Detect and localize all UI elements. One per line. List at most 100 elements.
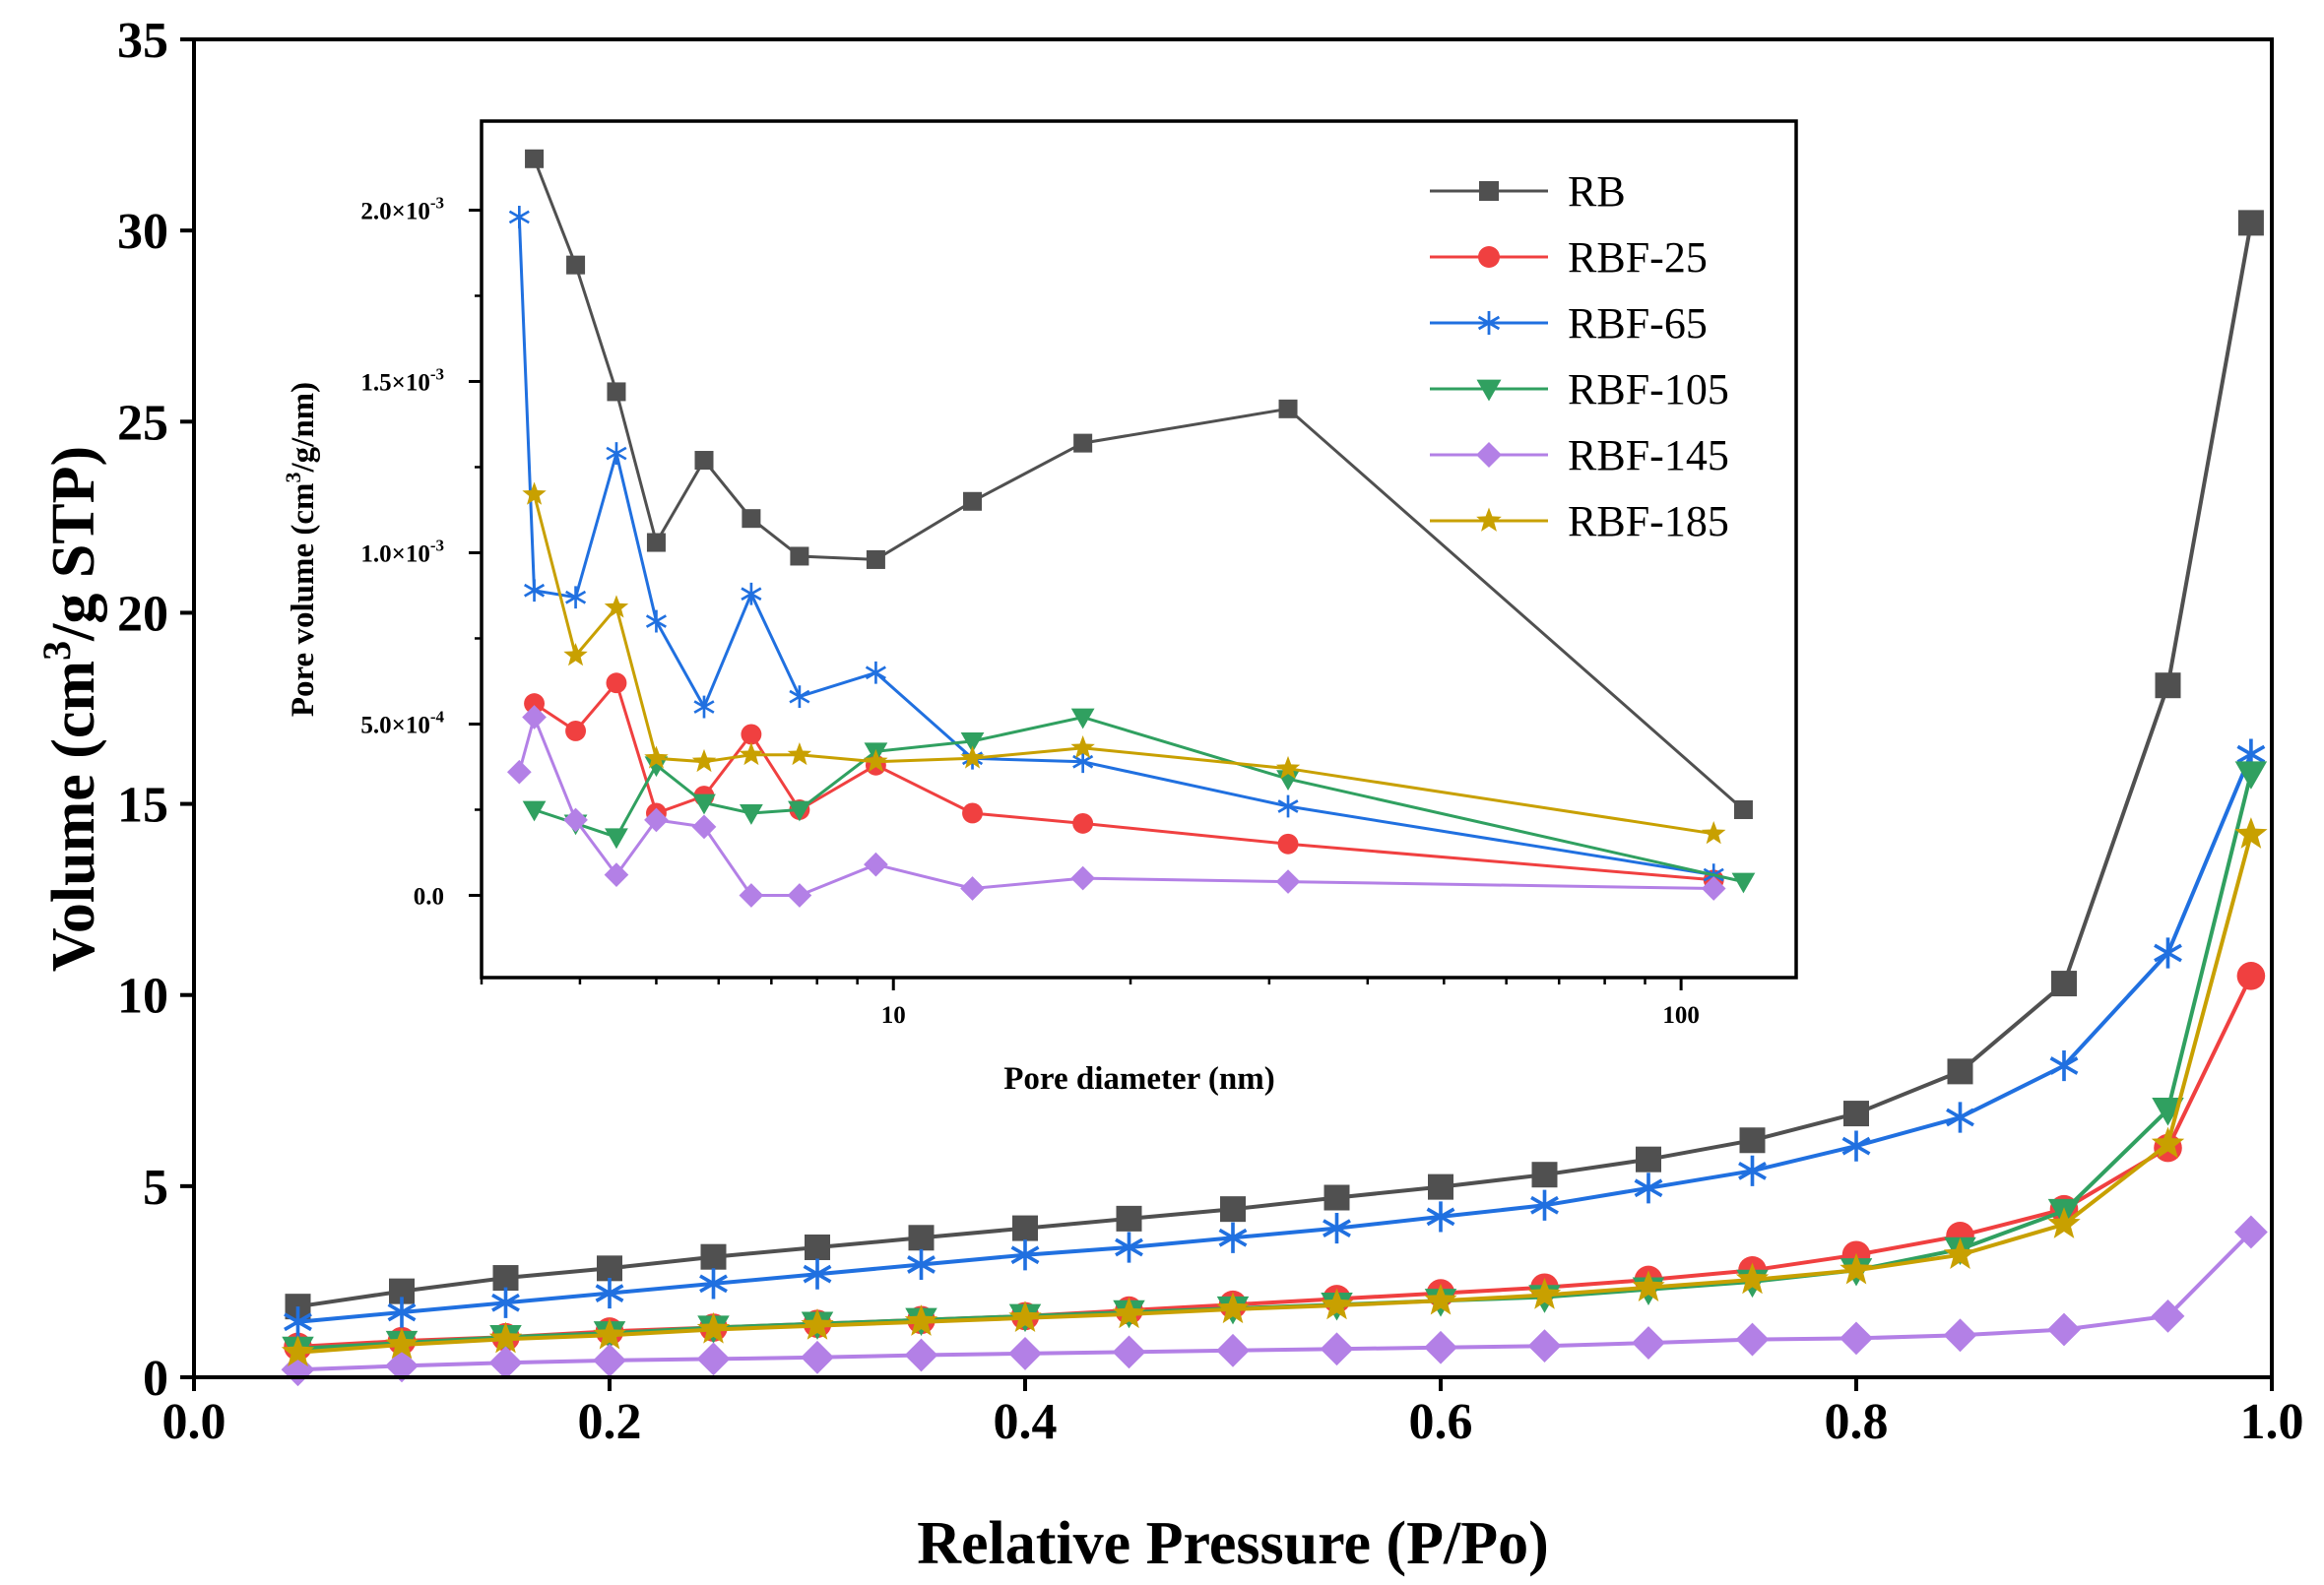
inset-point-rbf-145: [691, 814, 717, 840]
main-point-rbf-185: [696, 1311, 731, 1344]
main-series-rbf-185: [281, 817, 2268, 1366]
main-point-rb: [805, 1234, 830, 1260]
main-point-rbf-145: [593, 1344, 626, 1377]
main-x-tick-label: 0.4: [994, 1394, 1058, 1450]
legend-swatch-marker: [1476, 379, 1502, 402]
inset-point-rbf-25: [962, 802, 983, 824]
legend-swatch-marker: [1477, 311, 1501, 335]
inset-point-rbf-145: [604, 862, 629, 887]
inset-point-rbf-185: [864, 748, 888, 773]
main-point-rbf-145: [1320, 1332, 1354, 1366]
main-point-rbf-145: [904, 1338, 938, 1372]
inset-point-rbf-25: [1277, 833, 1299, 855]
inset-series-rbf-25: [524, 672, 1724, 891]
inset-x-axis-label: Pore diameter (nm): [1003, 1061, 1275, 1097]
main-point-rbf-65: [1010, 1239, 1040, 1271]
main-point-rb: [597, 1255, 622, 1282]
inset-point-rb: [742, 509, 761, 529]
main-point-rbf-145: [2234, 1215, 2268, 1249]
main-line-rbf-185: [297, 834, 2253, 1355]
main-y-tick-label: 10: [117, 969, 168, 1025]
inset-point-rbf-145: [1070, 865, 1095, 891]
inset-point-rbf-65: [789, 685, 810, 709]
main-point-rbf-185: [904, 1304, 938, 1336]
inset-point-rbf-25: [1072, 812, 1094, 834]
inset-point-rbf-185: [1275, 755, 1301, 780]
legend-label: RBF-185: [1568, 497, 1729, 545]
legend-label: RB: [1568, 167, 1626, 216]
legend-label: RBF-65: [1568, 299, 1708, 348]
inset-point-rb: [1278, 399, 1298, 418]
main-point-rbf-65: [1323, 1212, 1351, 1244]
inset-point-rb: [866, 549, 885, 569]
main-point-rbf-185: [2047, 1207, 2081, 1238]
main-y-tick-label: 5: [143, 1160, 168, 1216]
inset-series-rbf-145: [506, 705, 1726, 908]
main-point-rbf-65: [2049, 1049, 2079, 1082]
main-y-label-sup: 3: [34, 641, 79, 661]
inset-point-rbf-65: [693, 695, 715, 719]
main-point-rbf-65: [387, 1297, 417, 1328]
inset-point-rbf-185: [691, 748, 717, 773]
main-x-tick-label: 0.0: [162, 1394, 226, 1450]
inset-y-label-sup: 3: [281, 473, 305, 483]
main-point-rbf-145: [1943, 1318, 1977, 1353]
main-point-rb: [2155, 672, 2181, 699]
main-point-rbf-65: [1738, 1155, 1767, 1186]
main-point-rbf-145: [696, 1342, 731, 1376]
main-point-rbf-145: [2151, 1299, 2185, 1333]
inset-point-rbf-65: [741, 582, 762, 605]
main-plot: 0.0 0.2 0.4 0.6 0.8 1.0 0 5 10 15 20 25 30 35 Relativ…: [34, 13, 2304, 1577]
inset-point-rbf-105: [960, 731, 985, 753]
inset-y-tick-exp: -3: [430, 364, 444, 383]
inset-point-rbf-145: [1275, 869, 1301, 894]
main-line-rbf-145: [297, 1231, 2253, 1372]
inset-point-rbf-105: [1731, 872, 1756, 894]
inset-point-rbf-25: [524, 693, 545, 715]
legend: RB RBF-25 RBF-65 RBF-105 RBF-145 RBF-185: [1430, 167, 1729, 545]
inset-point-rbf-105: [522, 800, 547, 822]
main-point-rb: [1428, 1173, 1453, 1200]
inset-point-rbf-65: [645, 609, 667, 633]
inset-series-layer: [506, 149, 1756, 908]
inset-point-rbf-65: [606, 442, 627, 465]
legend-item-rbf-105: RBF-105: [1430, 365, 1729, 413]
inset-y-tick-exp: -3: [430, 193, 444, 212]
inset-y-tick-label: 0.0: [414, 883, 444, 910]
main-point-rb: [1116, 1205, 1142, 1232]
main-point-rbf-185: [801, 1308, 834, 1340]
inset-point-rb: [607, 382, 626, 402]
legend-item-rbf-25: RBF-25: [1430, 233, 1708, 282]
main-point-rb: [1220, 1196, 1246, 1223]
inset-series-rbf-65: [508, 206, 1724, 886]
inset-point-rbf-105: [1070, 708, 1095, 729]
main-point-rbf-145: [281, 1353, 315, 1387]
main-point-rbf-185: [1008, 1300, 1042, 1333]
main-axes: 0.0 0.2 0.4 0.6 0.8 1.0 0 5 10 15 20 25 30 35: [117, 13, 2304, 1450]
main-point-rbf-185: [385, 1327, 419, 1360]
main-point-rbf-185: [1735, 1262, 1770, 1295]
inset-point-rbf-145: [644, 807, 669, 833]
inset-plot: 10 1000.05.0×10-41.0×10-31.5×10-32.0×10-3…: [281, 119, 1798, 1097]
main-point-rbf-145: [1112, 1335, 1146, 1369]
main-point-rbf-145: [1424, 1330, 1457, 1364]
main-point-rbf-185: [1320, 1288, 1354, 1320]
inset-point-rbf-145: [563, 807, 588, 833]
main-point-rbf-105: [2234, 761, 2268, 790]
inset-series-rbf-105: [522, 708, 1756, 894]
main-point-rbf-65: [595, 1277, 624, 1309]
main-point-rbf-65: [1115, 1232, 1143, 1263]
legend-label: RBF-145: [1568, 431, 1729, 479]
legend-swatch-marker: [1476, 507, 1502, 532]
inset-y-label-tail: /g/nm): [286, 382, 321, 474]
main-point-rbf-185: [1943, 1237, 1977, 1269]
main-y-tick-label: 30: [117, 204, 168, 260]
main-point-rbf-185: [1527, 1277, 1562, 1309]
inset-point-rb: [525, 149, 545, 168]
main-point-rbf-65: [907, 1248, 936, 1281]
inset-point-rb: [963, 491, 983, 511]
main-point-rb: [1947, 1058, 1973, 1085]
legend-item-rbf-65: RBF-65: [1430, 299, 1708, 348]
main-x-axis-label: Relative Pressure (P/Po): [917, 1510, 1549, 1577]
